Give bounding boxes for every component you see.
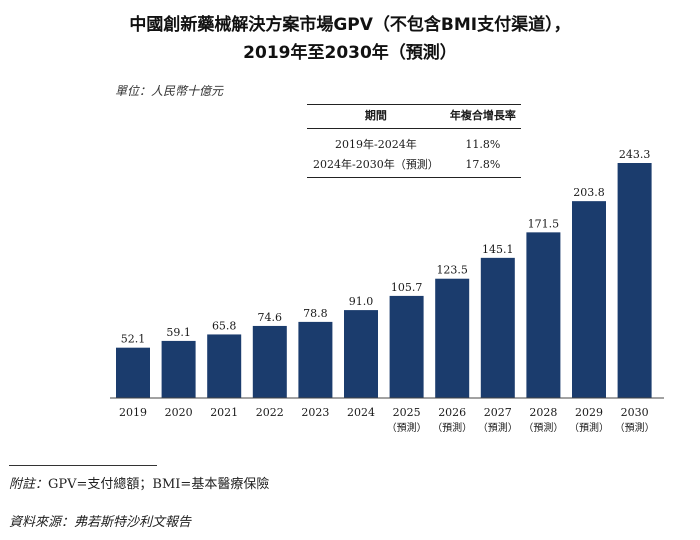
- x-tick-note: （預測）: [615, 421, 655, 434]
- chart-title-line-2: 2019年至2030年（預測）: [243, 43, 457, 63]
- x-tick-label: 2029: [575, 406, 603, 419]
- cagr-rate: 11.8%: [465, 137, 501, 151]
- x-tick-label: 2027: [484, 406, 512, 419]
- footnote: 附註：GPV=支付總額；BMI=基本醫療保險: [9, 473, 269, 492]
- data-label: 78.8: [303, 307, 328, 320]
- x-tick-label: 2019: [119, 406, 147, 419]
- source-text: 弗若斯特沙利文報告: [74, 515, 192, 530]
- data-label: 105.7: [391, 281, 423, 294]
- bar: [435, 278, 470, 398]
- cagr-header-period: 期間: [307, 104, 445, 129]
- bar: [572, 201, 606, 398]
- data-label: 145.1: [482, 243, 514, 256]
- x-tick-label: 2023: [301, 406, 329, 419]
- cagr-row: 2019年-2024年 11.8%: [307, 129, 521, 154]
- bar: [207, 334, 242, 398]
- data-label: 91.0: [349, 295, 374, 308]
- cagr-rate: 17.8%: [444, 153, 521, 178]
- x-tick-label: 2025: [393, 406, 421, 419]
- x-tick-note: （預測）: [478, 421, 518, 434]
- bar: [526, 232, 561, 398]
- bar: [617, 163, 652, 398]
- data-label: 243.3: [619, 148, 651, 161]
- source-label: 資料來源：: [9, 515, 75, 530]
- x-tick-label: 2030: [621, 406, 649, 419]
- x-tick-note: （預測）: [387, 421, 427, 434]
- data-label: 74.6: [258, 311, 283, 324]
- x-tick-label: 2022: [256, 406, 284, 419]
- bar: [344, 310, 378, 398]
- source-note: 資料來源：弗若斯特沙利文報告: [9, 511, 191, 530]
- bar: [161, 340, 196, 398]
- x-tick-label: 2028: [529, 406, 557, 419]
- x-tick-note: （預測）: [523, 421, 563, 434]
- bar: [116, 347, 150, 398]
- cagr-period: 2024年-2030年（預測）: [307, 153, 445, 178]
- chart-title-line-1: 中國創新藥械解決方案市場GPV（不包含BMI支付渠道），: [129, 15, 571, 35]
- bar: [389, 295, 424, 398]
- x-tick-note: （預測）: [432, 421, 472, 434]
- footnote-label: 附註：: [9, 477, 49, 492]
- cagr-header-rate: 年複合增長率: [444, 104, 521, 129]
- x-tick-label: 2024: [347, 406, 375, 419]
- cagr-row: 2024年-2030年（預測） 17.8%: [307, 153, 521, 178]
- bar: [480, 257, 515, 398]
- cagr-period: 2019年-2024年: [335, 138, 417, 151]
- x-tick-label: 2020: [165, 406, 193, 419]
- data-label: 171.5: [528, 217, 560, 230]
- footnote-rule: [9, 465, 157, 466]
- footnote-text: GPV=支付總額；BMI=基本醫療保險: [48, 477, 270, 492]
- cagr-table: 期間 年複合增長率 2019年-2024年 11.8% 2024年-2030年（…: [307, 104, 521, 178]
- data-label: 203.8: [573, 186, 605, 199]
- data-label: 65.8: [212, 319, 237, 332]
- data-label: 52.1: [121, 333, 146, 346]
- data-label: 59.1: [166, 326, 191, 339]
- x-tick-note: （預測）: [569, 421, 609, 434]
- bar-chart: 52.1 2019 59.1 2020 65.8 2021 74.6 2022 78.8 2023…: [110, 148, 664, 434]
- x-tick-label: 2021: [210, 406, 238, 419]
- x-tick-label: 2026: [438, 406, 466, 419]
- bar: [298, 321, 333, 398]
- unit-label: 單位：人民幣十億元: [115, 84, 224, 98]
- bar: [252, 325, 287, 398]
- data-label: 123.5: [436, 264, 468, 277]
